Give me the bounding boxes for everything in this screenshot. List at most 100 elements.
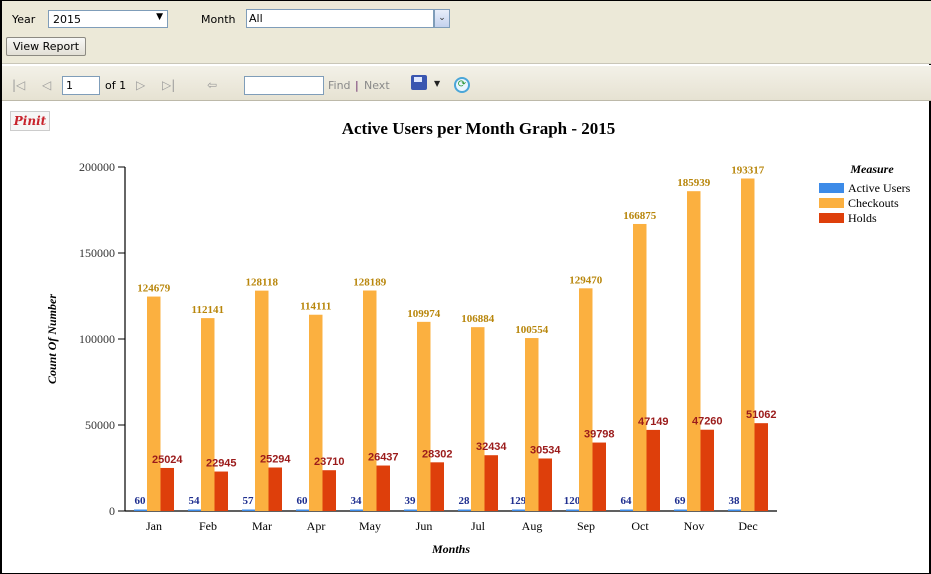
data-label: 32434 xyxy=(476,441,507,453)
bar-checkouts xyxy=(309,314,323,511)
data-label: 38 xyxy=(729,495,741,507)
page-number-input[interactable]: 1 xyxy=(62,76,100,95)
bar-holds xyxy=(214,471,228,511)
month-label: Month xyxy=(201,13,236,26)
parameters-panel: Year 2015 ▼ Month All ⌄ View Report xyxy=(2,1,931,64)
bar-active-users xyxy=(242,509,256,511)
data-label: 54 xyxy=(189,495,201,507)
data-label: 25294 xyxy=(260,453,291,465)
bar-active-users xyxy=(620,509,634,511)
bar-checkouts xyxy=(363,290,377,511)
y-tick-label: 0 xyxy=(109,504,115,518)
data-label: 34 xyxy=(351,495,363,507)
bar-holds xyxy=(160,467,174,511)
data-label: 30534 xyxy=(530,444,561,456)
y-tick-label: 150000 xyxy=(79,246,115,260)
data-label: 106884 xyxy=(461,313,495,325)
x-tick-label: Dec xyxy=(738,519,757,533)
data-label: 129 xyxy=(510,495,527,507)
y-axis-label: Count Of Number xyxy=(45,294,59,384)
bar-checkouts xyxy=(201,318,215,511)
bar-checkouts xyxy=(579,288,593,511)
data-label: 166875 xyxy=(623,210,657,222)
data-label: 114111 xyxy=(300,301,331,313)
back-icon[interactable]: ⇦ xyxy=(207,78,218,92)
first-page-icon[interactable]: |◁ xyxy=(12,78,26,92)
dropdown-arrow-icon: ▼ xyxy=(156,12,163,22)
bar-checkouts xyxy=(687,191,701,511)
bar-active-users xyxy=(728,509,742,511)
bar-holds xyxy=(538,458,552,511)
legend-swatch xyxy=(819,198,844,208)
data-label: 193317 xyxy=(731,164,765,176)
bar-holds xyxy=(754,423,768,511)
data-label: 51062 xyxy=(746,409,777,421)
chart-title: Active Users per Month Graph - 2015 xyxy=(341,119,616,138)
legend-label: Checkouts xyxy=(848,196,899,210)
bar-checkouts xyxy=(417,321,431,511)
bar-checkouts xyxy=(741,178,755,512)
x-tick-label: Sep xyxy=(577,519,595,533)
bar-active-users xyxy=(350,509,364,511)
save-export-icon[interactable] xyxy=(411,75,427,90)
view-report-button[interactable]: View Report xyxy=(6,37,87,56)
bar-holds xyxy=(700,429,714,511)
next-page-icon[interactable]: ▷ xyxy=(136,78,146,92)
bar-checkouts xyxy=(633,223,647,511)
data-label: 60 xyxy=(297,495,309,507)
data-label: 64 xyxy=(621,495,633,507)
separator: | xyxy=(355,79,359,92)
x-tick-label: Apr xyxy=(307,519,326,533)
legend-swatch xyxy=(819,183,844,193)
pin-it-button[interactable]: Pinit xyxy=(10,111,50,131)
data-label: 109974 xyxy=(407,308,441,320)
bar-active-users xyxy=(566,509,580,511)
y-tick-label: 200000 xyxy=(79,160,115,174)
data-label: 60 xyxy=(135,495,147,507)
refresh-icon[interactable]: ⟳ xyxy=(454,77,470,93)
data-label: 22945 xyxy=(206,458,237,470)
legend-label: Active Users xyxy=(848,181,911,195)
bar-holds xyxy=(322,470,336,511)
data-label: 26437 xyxy=(368,452,399,464)
data-label: 23710 xyxy=(314,456,345,468)
month-select[interactable]: All xyxy=(246,9,434,28)
legend-title: Measure xyxy=(849,162,894,176)
data-label: 100554 xyxy=(515,324,549,336)
export-dropdown-arrow-icon[interactable]: ▼ xyxy=(434,79,441,88)
data-label: 128118 xyxy=(246,277,279,289)
data-label: 28 xyxy=(459,495,471,507)
bar-checkouts xyxy=(255,290,269,511)
bar-active-users xyxy=(404,509,418,511)
legend-label: Holds xyxy=(848,211,877,225)
year-select[interactable]: 2015 ▼ xyxy=(48,10,168,28)
bar-checkouts xyxy=(147,296,161,511)
y-tick-label: 50000 xyxy=(85,418,115,432)
bar-active-users xyxy=(458,509,472,511)
bar-holds xyxy=(646,429,660,511)
x-axis-label: Months xyxy=(431,542,470,556)
bar-holds xyxy=(592,442,606,511)
x-tick-label: Feb xyxy=(199,519,217,533)
bar-holds xyxy=(376,465,390,511)
previous-page-icon[interactable]: ◁ xyxy=(42,78,52,92)
year-label: Year xyxy=(12,13,36,26)
chevron-down-icon[interactable]: ⌄ xyxy=(434,9,450,28)
data-label: 25024 xyxy=(152,454,183,466)
y-tick-label: 100000 xyxy=(79,332,115,346)
data-label: 124679 xyxy=(137,283,171,295)
data-label: 120 xyxy=(564,495,581,507)
bar-checkouts xyxy=(525,338,539,511)
bar-checkouts xyxy=(471,327,485,511)
next-link[interactable]: Next xyxy=(364,79,390,92)
data-label: 39 xyxy=(405,495,417,507)
x-tick-label: Nov xyxy=(684,519,705,533)
find-link[interactable]: Find xyxy=(328,79,351,92)
data-label: 129470 xyxy=(569,274,603,286)
last-page-icon[interactable]: ▷| xyxy=(162,78,176,92)
find-input[interactable] xyxy=(244,76,324,95)
x-tick-label: May xyxy=(359,519,381,533)
report-toolbar: |◁ ◁ 1 of 1 ▷ ▷| ⇦ Find | Next ▼ ⟳ xyxy=(2,65,931,101)
bar-holds xyxy=(484,455,498,511)
